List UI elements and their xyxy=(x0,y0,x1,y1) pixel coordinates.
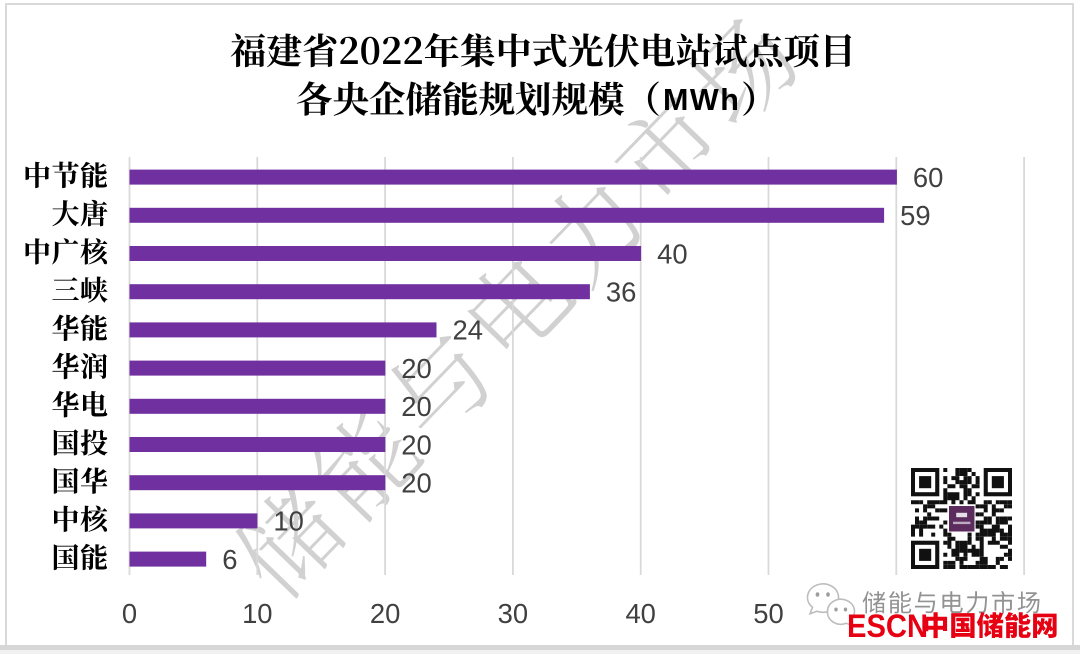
svg-text:40: 40 xyxy=(657,238,687,269)
svg-text:0: 0 xyxy=(122,598,137,629)
svg-text:6: 6 xyxy=(222,544,237,575)
svg-text:40: 40 xyxy=(625,598,655,629)
svg-text:20: 20 xyxy=(401,353,431,384)
svg-text:10: 10 xyxy=(273,506,303,537)
svg-text:20: 20 xyxy=(401,429,431,460)
svg-text:20: 20 xyxy=(401,468,431,499)
svg-text:MWh: MWh xyxy=(663,83,740,117)
svg-text:10: 10 xyxy=(242,598,272,629)
svg-text:36: 36 xyxy=(606,277,636,308)
svg-text:20: 20 xyxy=(370,598,400,629)
svg-text:50: 50 xyxy=(753,598,783,629)
svg-text:59: 59 xyxy=(900,200,930,231)
svg-text:24: 24 xyxy=(453,315,483,346)
svg-text:60: 60 xyxy=(913,162,943,193)
svg-text:ESCN: ESCN xyxy=(847,608,928,644)
svg-text:30: 30 xyxy=(498,598,528,629)
svg-text:20: 20 xyxy=(401,391,431,422)
